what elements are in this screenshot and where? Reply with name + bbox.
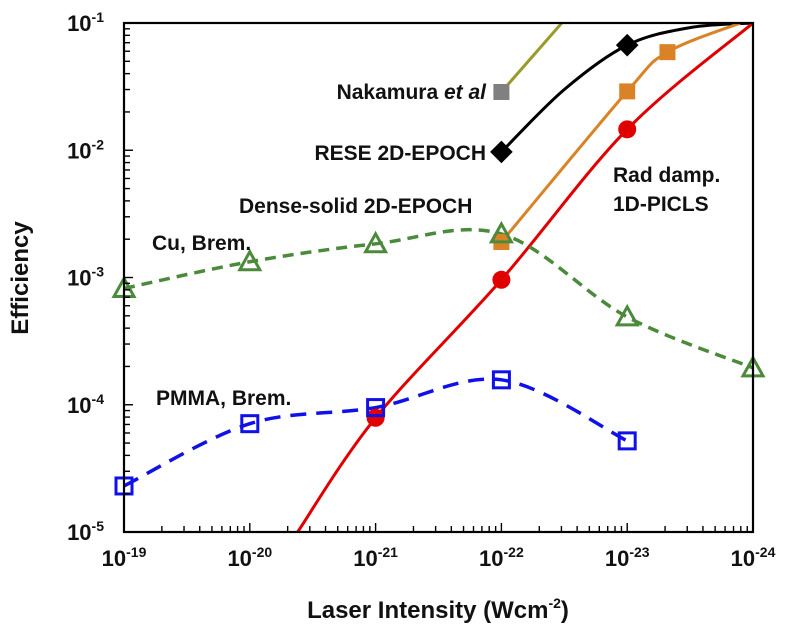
x-tick-label: 10-19 xyxy=(102,544,147,571)
data-point-cu-brem xyxy=(237,248,263,272)
data-point-cu-brem xyxy=(488,220,514,244)
annotation-nakamura: Nakamura et al xyxy=(337,81,488,104)
data-point-rad-damp-1d-picls xyxy=(492,270,511,289)
data-point-rad-damp-1d-picls xyxy=(366,408,385,427)
y-axis-title: Efficiency xyxy=(7,221,34,335)
x-tick-label: 10-23 xyxy=(605,544,650,571)
annotation-pmma-brem: PMMA, Brem. xyxy=(156,387,291,410)
x-tick-label: 10-21 xyxy=(353,544,398,571)
y-tick-label: 10-5 xyxy=(67,518,104,545)
tick-labels: 10-19 10-20 10-21 10-22 10-23 10-24 10-1 10-2 10… xyxy=(67,9,776,571)
x-tick-label: 10-24 xyxy=(731,544,776,571)
series-line-dense-solid-2d-epoch xyxy=(500,23,741,243)
series-line-nakamura-et-al xyxy=(500,23,563,93)
y-tick-label: 10-2 xyxy=(67,136,104,163)
annotation-rad-damp-line1: Rad damp. xyxy=(613,164,720,187)
series-line-pmma-brem xyxy=(124,377,628,488)
plot-lines xyxy=(124,23,753,532)
x-tick-label: 10-22 xyxy=(479,544,524,571)
data-point-dense-solid-2d-epoch xyxy=(659,44,676,61)
data-point-pmma-brem xyxy=(366,398,386,418)
data-point-pmma-brem xyxy=(491,370,511,390)
y-tick-label: 10-4 xyxy=(67,391,104,418)
annotation-rad-damp-line2: 1D-PICLS xyxy=(613,193,709,216)
x-tick-label: 10-20 xyxy=(227,544,272,571)
axis-ticks xyxy=(124,22,754,532)
data-point-rad-damp-1d-picls xyxy=(618,120,637,139)
data-point-nakamura-et-al xyxy=(493,83,510,100)
y-tick-label: 10-3 xyxy=(67,264,104,291)
data-point-pmma-brem xyxy=(617,431,637,451)
data-point-rese-2d-epoch xyxy=(615,33,639,57)
x-axis-title: Laser Intensity (Wcm-2) xyxy=(307,595,569,624)
series-line-cu-brem xyxy=(124,227,753,370)
y-tick-label: 10-1 xyxy=(67,9,104,36)
data-point-dense-solid-2d-epoch xyxy=(619,83,636,100)
data-point-cu-brem xyxy=(363,230,389,254)
data-point-pmma-brem xyxy=(240,414,260,434)
data-point-cu-brem xyxy=(614,303,640,327)
annotation-dense-solid: Dense-solid 2D-EPOCH xyxy=(239,195,472,218)
annotation-rese: RESE 2D-EPOCH xyxy=(314,142,486,165)
annotation-cu-brem: Cu, Brem. xyxy=(152,232,251,255)
